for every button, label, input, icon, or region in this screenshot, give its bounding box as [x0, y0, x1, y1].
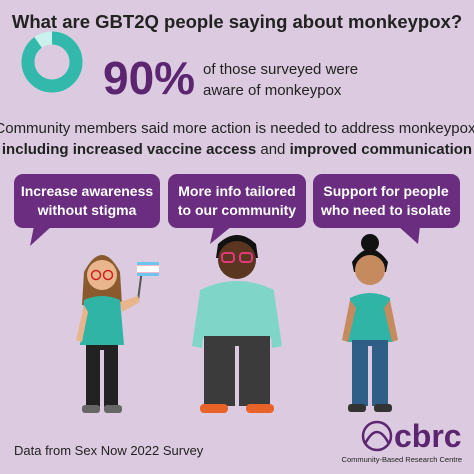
person-2 [192, 235, 282, 413]
stat-label: 90% [103, 52, 195, 104]
stat-text: of those surveyed were [203, 61, 358, 78]
person-3 [342, 234, 398, 412]
summary-part: improved communication [290, 141, 473, 158]
logo-mark [361, 420, 393, 452]
footer: Data from Sex Now 2022 Survey [14, 443, 204, 458]
bubble-text: Increase awareness [21, 183, 154, 199]
bubble-text: Support for people [323, 183, 448, 199]
logo-name: cbrc [394, 418, 462, 454]
bubble-text: to our community [178, 202, 296, 218]
summary-part: and [256, 141, 289, 158]
bubble-text: More info tailored [178, 183, 295, 199]
logo-subtitle: Community-Based Research Centre [342, 455, 462, 464]
stat-text: aware of monkeypox [203, 82, 342, 99]
summary-line: including increased vaccine access and i… [2, 141, 472, 158]
bubble-text: without stigma [37, 202, 137, 218]
summary-part: including increased vaccine access [2, 141, 256, 158]
summary-line: Community members said more action is ne… [0, 120, 474, 137]
summary-part: Community members said more action is ne… [0, 120, 474, 137]
title: What are GBT2Q people saying about monke… [12, 11, 462, 32]
speech-bubbles [14, 174, 460, 246]
person-1 [76, 255, 159, 413]
donut-value [21, 31, 83, 93]
bubble-text: who need to isolate [320, 202, 451, 218]
